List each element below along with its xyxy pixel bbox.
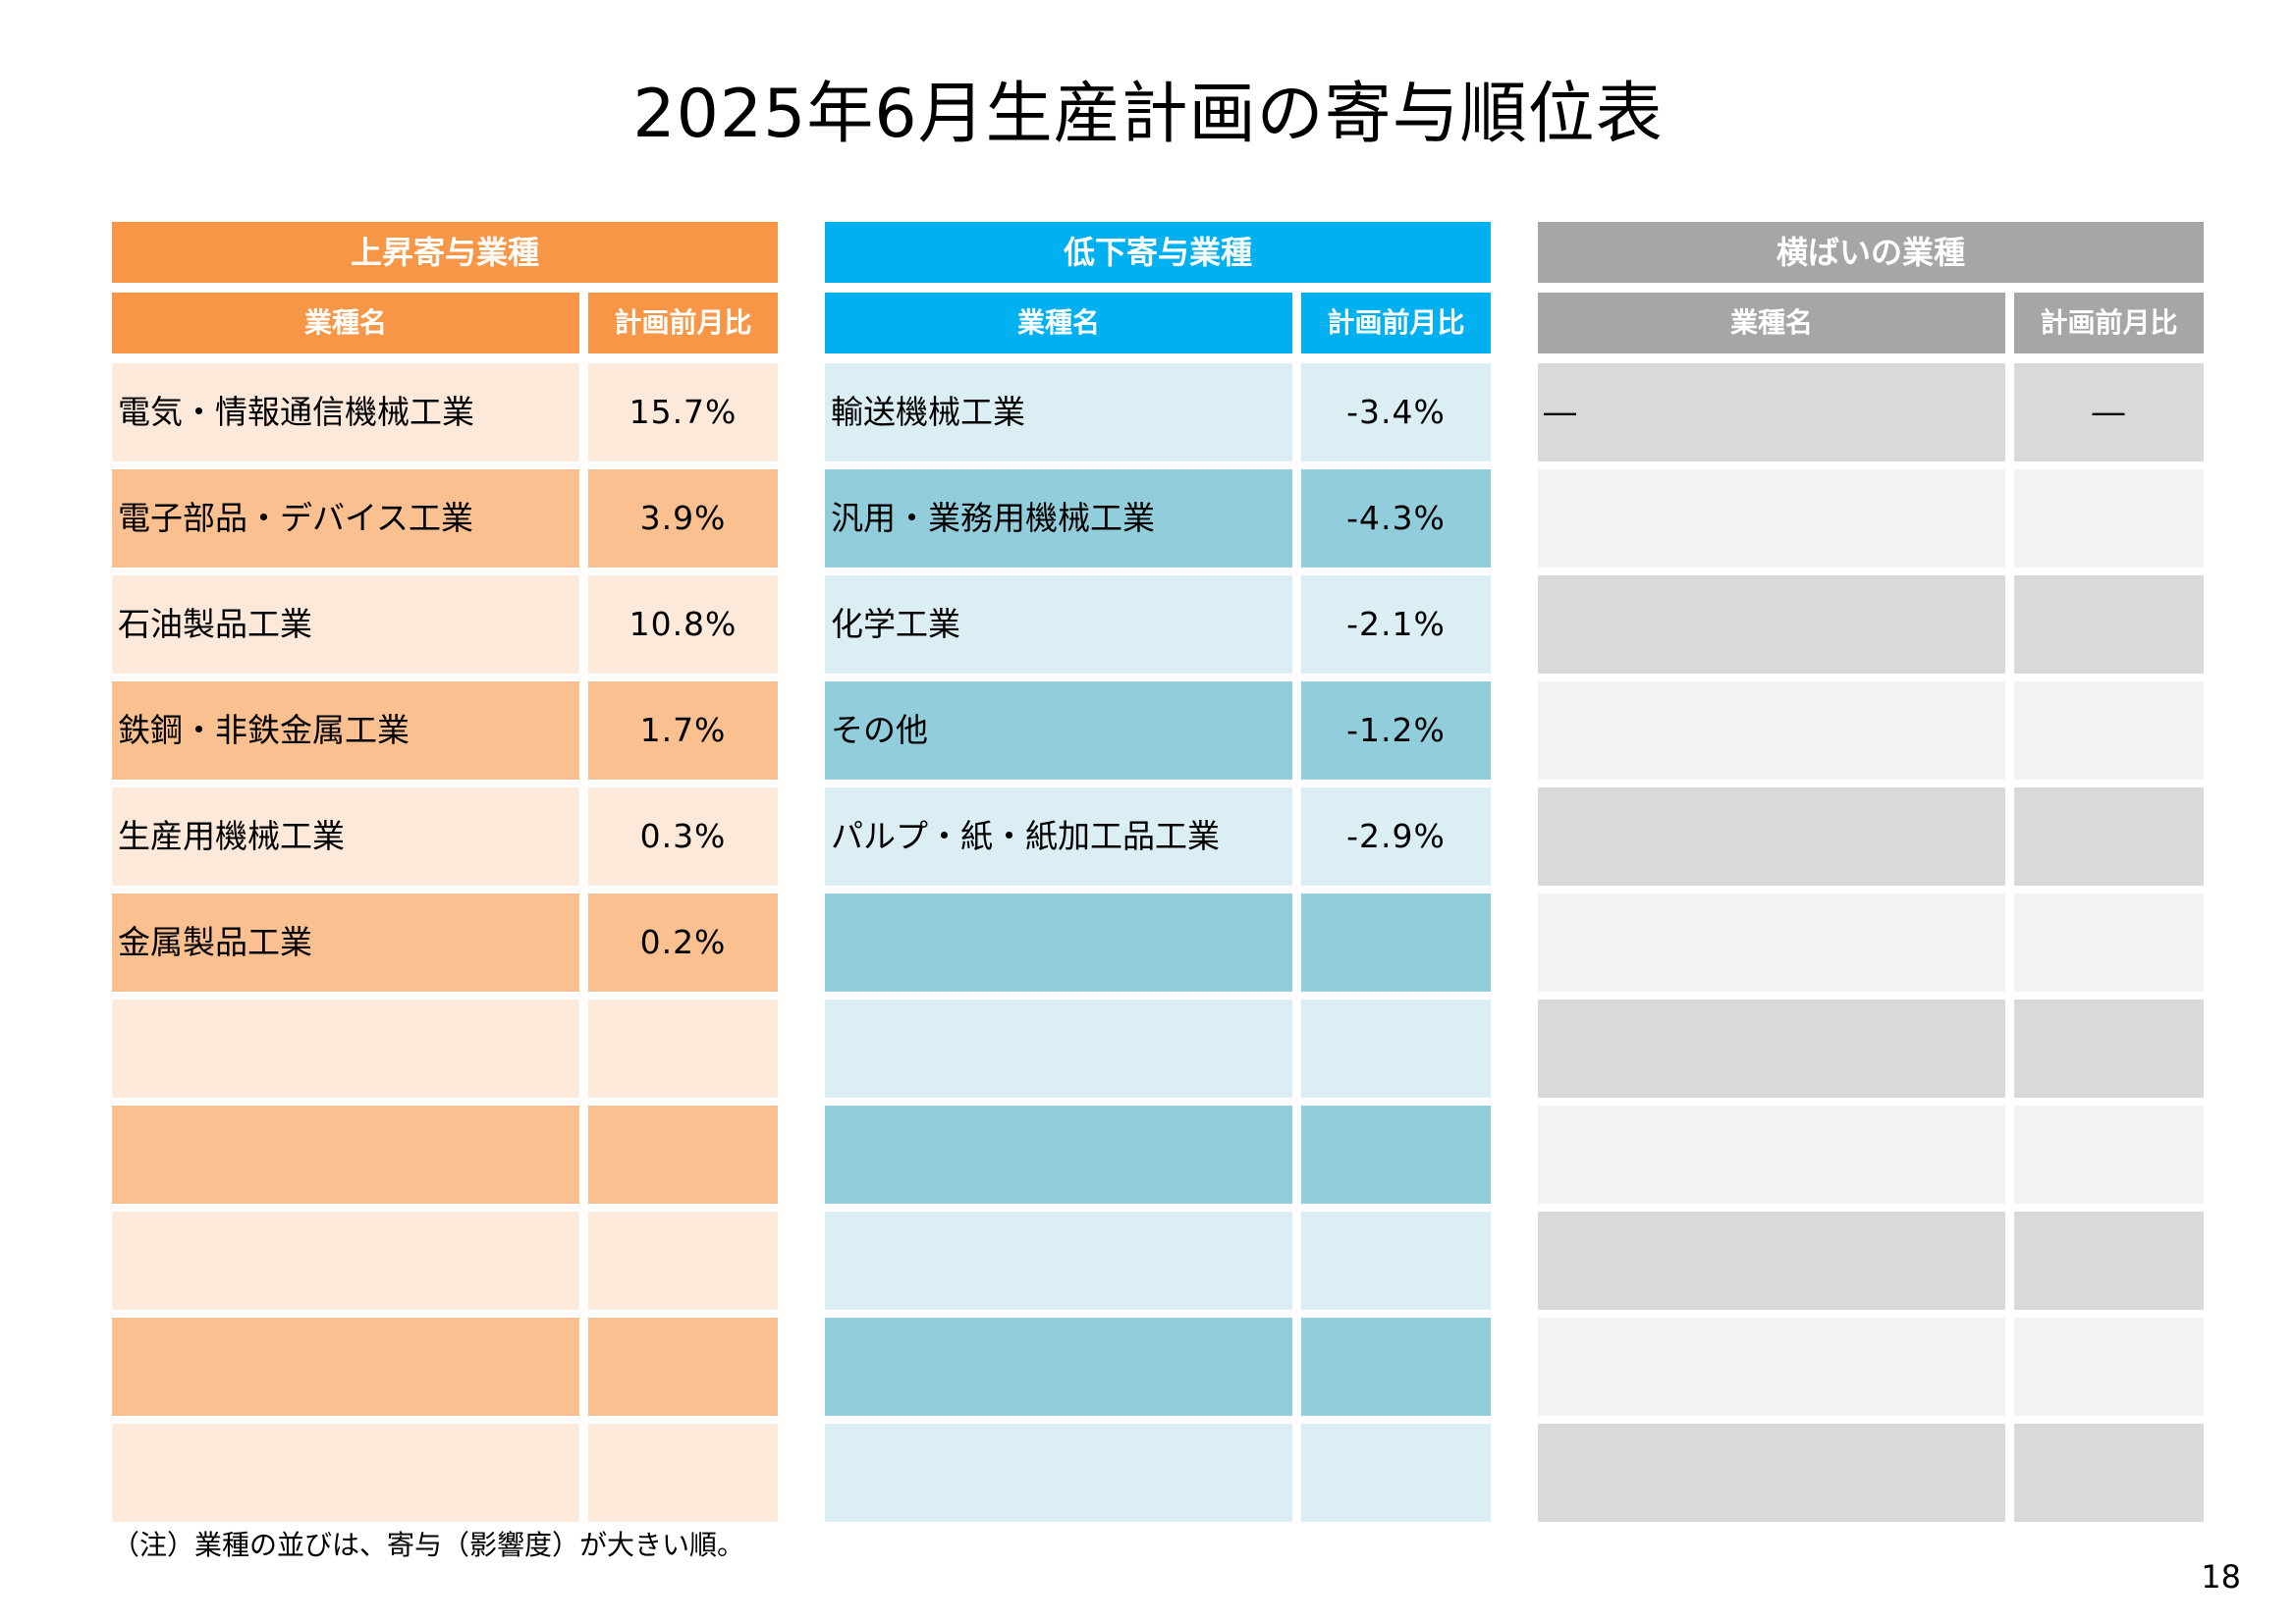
industry-name-cell: 化学工業 [825, 575, 1292, 674]
plan-mom-value-cell: 0.3% [588, 787, 778, 886]
plan-mom-value-cell [1301, 1000, 1491, 1098]
industry-name-cell [112, 1000, 579, 1098]
plan-mom-value-cell [2014, 469, 2204, 568]
column-header-industry-name: 業種名 [112, 293, 579, 353]
industry-name-cell: 輸送機械工業 [825, 363, 1292, 461]
column-header-industry-name: 業種名 [825, 293, 1292, 353]
plan-mom-value-cell [2014, 893, 2204, 992]
plan-mom-value-cell: 1.7% [588, 681, 778, 780]
plan-mom-value-cell: 0.2% [588, 893, 778, 992]
industry-name-cell [1538, 787, 2005, 886]
plan-mom-value-cell: -1.2% [1301, 681, 1491, 780]
industry-name-cell: 生産用機械工業 [112, 787, 579, 886]
industry-name-cell [825, 1212, 1292, 1310]
industry-name-cell: 金属製品工業 [112, 893, 579, 992]
industry-name-cell: パルプ・紙・紙加工品工業 [825, 787, 1292, 886]
plan-mom-value-cell: ― [2014, 363, 2204, 461]
plan-mom-value-cell [1301, 893, 1491, 992]
plan-mom-value-cell [1301, 1212, 1491, 1310]
plan-mom-value-cell [1301, 1424, 1491, 1522]
plan-mom-value-cell: 15.7% [588, 363, 778, 461]
industry-name-cell [112, 1424, 579, 1522]
panel-header-flat: 横ばいの業種 [1538, 222, 2204, 283]
industry-name-cell [1538, 1212, 2005, 1310]
industry-name-cell [825, 1106, 1292, 1204]
panel-header-rising: 上昇寄与業種 [112, 222, 778, 283]
plan-mom-value-cell [588, 1212, 778, 1310]
plan-mom-value-cell: 10.8% [588, 575, 778, 674]
industry-name-cell [825, 1318, 1292, 1416]
plan-mom-value-cell: 3.9% [588, 469, 778, 568]
column-header-plan-mom: 計画前月比 [588, 293, 778, 353]
plan-mom-value-cell: -2.1% [1301, 575, 1491, 674]
plan-mom-value-cell [588, 1318, 778, 1416]
industry-name-cell: 汎用・業務用機械工業 [825, 469, 1292, 568]
plan-mom-value-cell [2014, 787, 2204, 886]
industry-name-cell [1538, 681, 2005, 780]
industry-name-cell: ― [1538, 363, 2005, 461]
plan-mom-value-cell [2014, 1000, 2204, 1098]
plan-mom-value-cell [2014, 1212, 2204, 1310]
plan-mom-value-cell [2014, 1424, 2204, 1522]
plan-mom-value-cell [2014, 681, 2204, 780]
plan-mom-value-cell [2014, 1318, 2204, 1416]
column-header-plan-mom: 計画前月比 [1301, 293, 1491, 353]
plan-mom-value-cell: -3.4% [1301, 363, 1491, 461]
industry-name-cell [1538, 1106, 2005, 1204]
industry-name-cell [1538, 1000, 2005, 1098]
industry-name-cell [1538, 469, 2005, 568]
industry-name-cell [1538, 575, 2005, 674]
plan-mom-value-cell: -4.3% [1301, 469, 1491, 568]
column-header-industry-name: 業種名 [1538, 293, 2005, 353]
page-title: 2025年6月生産計画の寄与順位表 [632, 76, 1664, 153]
plan-mom-value-cell [1301, 1318, 1491, 1416]
industry-name-cell: その他 [825, 681, 1292, 780]
footnote: （注）業種の並びは、寄与（影響度）が大きい順。 [112, 1529, 745, 1561]
industry-name-cell [825, 1000, 1292, 1098]
plan-mom-value-cell [588, 1106, 778, 1204]
industry-name-cell: 石油製品工業 [112, 575, 579, 674]
industry-name-cell [825, 1424, 1292, 1522]
industry-name-cell [112, 1106, 579, 1204]
plan-mom-value-cell [588, 1000, 778, 1098]
plan-mom-value-cell [2014, 1106, 2204, 1204]
industry-name-cell: 電気・情報通信機械工業 [112, 363, 579, 461]
plan-mom-value-cell [2014, 575, 2204, 674]
plan-mom-value-cell [1301, 1106, 1491, 1204]
industry-name-cell [1538, 893, 2005, 992]
plan-mom-value-cell [588, 1424, 778, 1522]
plan-mom-value-cell: -2.9% [1301, 787, 1491, 886]
panel-header-falling: 低下寄与業種 [825, 222, 1491, 283]
industry-name-cell [1538, 1424, 2005, 1522]
industry-name-cell: 電子部品・デバイス工業 [112, 469, 579, 568]
industry-name-cell: 鉄鋼・非鉄金属工業 [112, 681, 579, 780]
page-number: 18 [2201, 1558, 2241, 1596]
industry-name-cell [825, 893, 1292, 992]
column-header-plan-mom: 計画前月比 [2014, 293, 2204, 353]
industry-name-cell [1538, 1318, 2005, 1416]
industry-name-cell [112, 1318, 579, 1416]
industry-name-cell [112, 1212, 579, 1310]
